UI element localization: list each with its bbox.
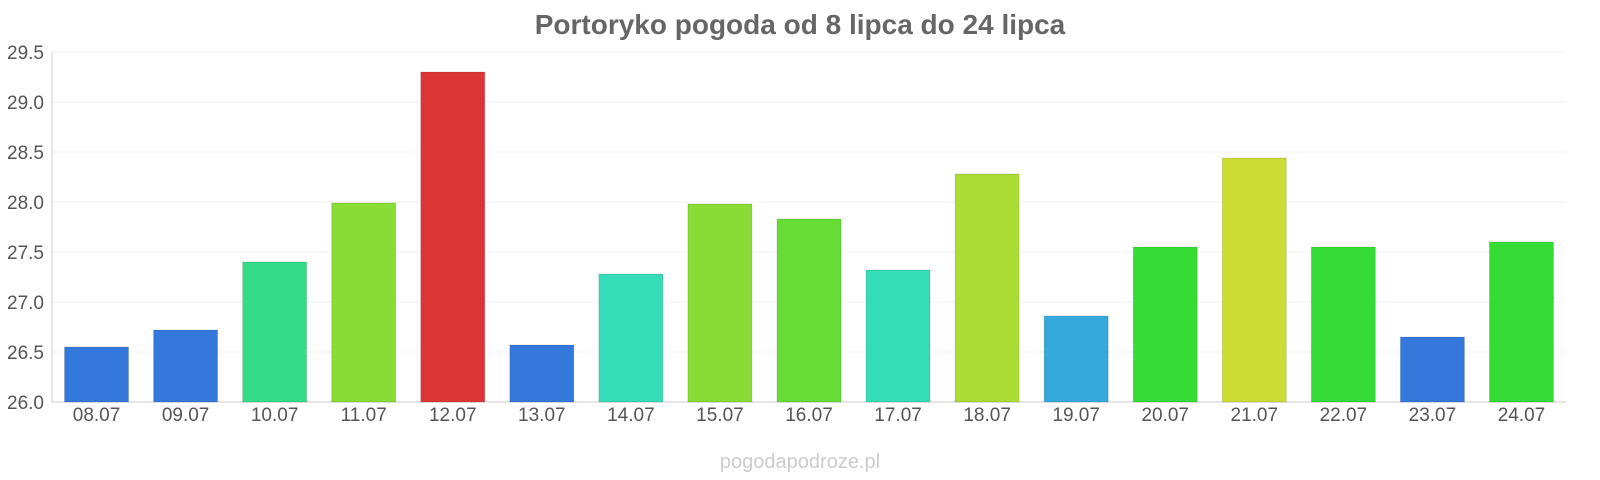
y-tick-labels: 26.0 26.5 27.0 27.5 28.0 28.5 29.0 29.5: [7, 43, 44, 414]
x-tick-label: 14.07: [607, 405, 655, 426]
bar-12.07: [420, 71, 486, 403]
y-tick-label: 29.5: [7, 43, 44, 64]
bar-17.07: [865, 269, 931, 403]
bar-09.07: [153, 329, 219, 403]
bars: [64, 71, 1554, 403]
bar-18.07: [954, 173, 1020, 403]
x-tick-label: 15.07: [696, 405, 744, 426]
y-tick-label: 28.0: [7, 193, 44, 214]
x-tick-label: 11.07: [341, 405, 387, 426]
x-tick-label: 19.07: [1052, 405, 1100, 426]
x-tick-label: 22.07: [1320, 405, 1368, 426]
y-tick-label: 26.0: [7, 393, 44, 414]
bar-11.07: [331, 202, 397, 403]
y-tick-label: 27.0: [7, 293, 44, 314]
y-tick-label: 28.5: [7, 143, 44, 164]
bar-23.07: [1399, 336, 1465, 403]
x-tick-label: 13.07: [518, 405, 566, 426]
bar-19.07: [1043, 315, 1109, 403]
x-tick-label: 08.07: [73, 405, 121, 426]
x-tick-label: 10.07: [251, 405, 299, 426]
watermark: pogodapodroze.pl: [719, 451, 881, 473]
x-tick-label: 20.07: [1141, 405, 1189, 426]
bar-21.07: [1221, 157, 1287, 403]
bar-24.07: [1488, 241, 1554, 403]
x-tick-label: 18.07: [963, 405, 1011, 426]
x-tick-label: 09.07: [162, 405, 210, 426]
bar-14.07: [598, 273, 664, 403]
x-tick-label: 24.07: [1498, 405, 1546, 426]
bar-20.07: [1132, 246, 1198, 403]
y-tick-label: 26.5: [7, 343, 44, 364]
x-tick-label: 21.07: [1231, 405, 1279, 426]
x-tick-label: 12.07: [429, 405, 477, 426]
y-tick-label: 29.0: [7, 93, 44, 114]
bar-08.07: [64, 346, 130, 403]
bar-22.07: [1310, 246, 1376, 403]
bar-10.07: [242, 261, 308, 403]
bar-15.07: [687, 203, 753, 403]
y-tick-label: 27.5: [7, 243, 44, 264]
bar-13.07: [509, 344, 575, 403]
x-tick-label: 17.07: [874, 405, 922, 426]
bar-16.07: [776, 218, 842, 403]
x-tick-labels: 08.07 09.07 10.07 11.07 12.07 13.07 14.07 15.07…: [73, 405, 1545, 426]
x-tick-label: 16.07: [785, 405, 833, 426]
x-tick-label: 23.07: [1409, 405, 1457, 426]
chart-title: Portoryko pogoda od 8 lipca do 24 lipca: [534, 9, 1066, 40]
